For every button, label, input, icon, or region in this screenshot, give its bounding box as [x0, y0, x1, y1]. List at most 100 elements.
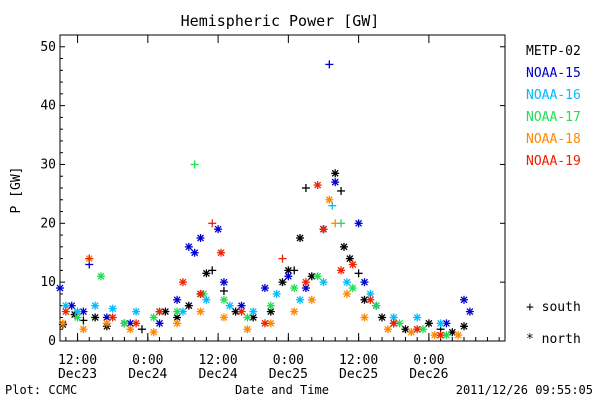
data-point: [290, 284, 299, 293]
data-point: [202, 295, 211, 304]
data-point: [219, 278, 228, 287]
data-point: [266, 301, 275, 310]
data-point: [301, 278, 310, 287]
data-point: [149, 328, 158, 337]
data-point: [208, 266, 217, 275]
legend-entry: METP-02: [526, 44, 581, 59]
data-point: [196, 289, 205, 298]
data-point: [58, 319, 67, 328]
data-point: [243, 325, 252, 334]
data-point: [61, 307, 70, 316]
data-point: [108, 313, 117, 322]
data-point: [178, 278, 187, 287]
x-tick-time-label: 0:00: [413, 353, 444, 368]
data-point: [85, 254, 94, 263]
data-point: [108, 304, 117, 313]
data-point: [448, 328, 457, 337]
data-point: [454, 331, 463, 340]
data-point: [208, 219, 217, 228]
data-point: [173, 307, 182, 316]
data-point: [184, 301, 193, 310]
data-point: [217, 248, 226, 257]
x-tick-date-label: Dec25: [339, 367, 378, 382]
data-point: [137, 325, 146, 334]
data-point: [184, 242, 193, 251]
legend: METP-02 NOAA-15 NOAA-16 NOAA-17 NOAA-18 NOAA-…: [526, 44, 581, 169]
legend-entry: NOAA-17: [526, 110, 581, 125]
data-point: [290, 307, 299, 316]
y-axis-label: P [GW]: [9, 167, 24, 214]
data-point: [237, 307, 246, 316]
data-point: [407, 328, 416, 337]
data-point: [465, 307, 474, 316]
data-point: [383, 325, 392, 334]
data-point: [73, 313, 82, 322]
data-point: [348, 284, 357, 293]
legend-entry: NOAA-18: [526, 132, 581, 147]
legend-entry: NOAA-16: [526, 88, 581, 103]
data-point: [442, 331, 451, 340]
data-point: [360, 295, 369, 304]
data-point: [419, 325, 428, 334]
data-point: [225, 301, 234, 310]
x-tick-time-label: 0:00: [132, 353, 163, 368]
x-tick-date-label: Dec23: [58, 367, 97, 382]
data-point: [301, 184, 310, 192]
data-point: [366, 295, 375, 304]
data-point: [91, 301, 100, 310]
chart-title: Hemispheric Power [GW]: [181, 12, 380, 30]
data-point: [348, 260, 357, 269]
data-point: [219, 286, 228, 295]
x-tick-date-label: Dec24: [199, 367, 238, 382]
data-point: [331, 169, 340, 178]
data-point: [196, 307, 205, 316]
data-point: [328, 201, 337, 210]
data-point: [442, 319, 451, 328]
legend-entry: NOAA-19: [526, 154, 581, 169]
data-point: [325, 60, 334, 69]
data-point: [79, 325, 88, 334]
data-point: [345, 254, 354, 263]
y-axis-ticks: 0 10 20 30 40 50: [40, 40, 505, 349]
data-point: [132, 307, 141, 316]
data-point: [337, 186, 346, 195]
data-point: [249, 307, 258, 316]
x-tick-time-label: 12:00: [199, 353, 238, 368]
data-point: [313, 272, 322, 281]
data-point: [190, 248, 199, 257]
north-marker-legend: * north: [526, 332, 581, 347]
data-point: [331, 219, 340, 228]
footer-timestamp: 2011/12/26 09:55:05: [456, 383, 593, 397]
x-tick-date-label: Dec25: [269, 367, 308, 382]
plot-frame: [59, 34, 506, 342]
data-point: [219, 295, 228, 304]
data-point: [120, 319, 129, 328]
data-point: [360, 278, 369, 287]
data-point: [202, 269, 211, 278]
data-point: [155, 307, 164, 316]
data-point: [91, 313, 100, 322]
data-point: [331, 178, 340, 187]
x-tick-time-label: 12:00: [58, 353, 97, 368]
data-point: [389, 319, 398, 328]
data-point: [296, 295, 305, 304]
data-point: [278, 254, 287, 263]
data-point: [354, 219, 363, 228]
data-point: [354, 269, 363, 278]
data-point: [307, 272, 316, 281]
data-point: [260, 319, 269, 328]
data-point: [243, 313, 252, 322]
data-point: [337, 266, 346, 275]
data-point: [339, 242, 348, 251]
data-point: [155, 319, 164, 328]
data-point: [401, 325, 410, 334]
data-point: [342, 289, 351, 298]
data-point: [190, 160, 199, 169]
data-point: [290, 266, 299, 275]
data-point: [278, 278, 287, 287]
y-tick-label: 30: [40, 157, 56, 172]
data-point: [173, 319, 182, 328]
y-tick-label: 40: [40, 99, 56, 114]
data-point: [173, 295, 182, 304]
legend-entry: NOAA-15: [526, 66, 581, 81]
